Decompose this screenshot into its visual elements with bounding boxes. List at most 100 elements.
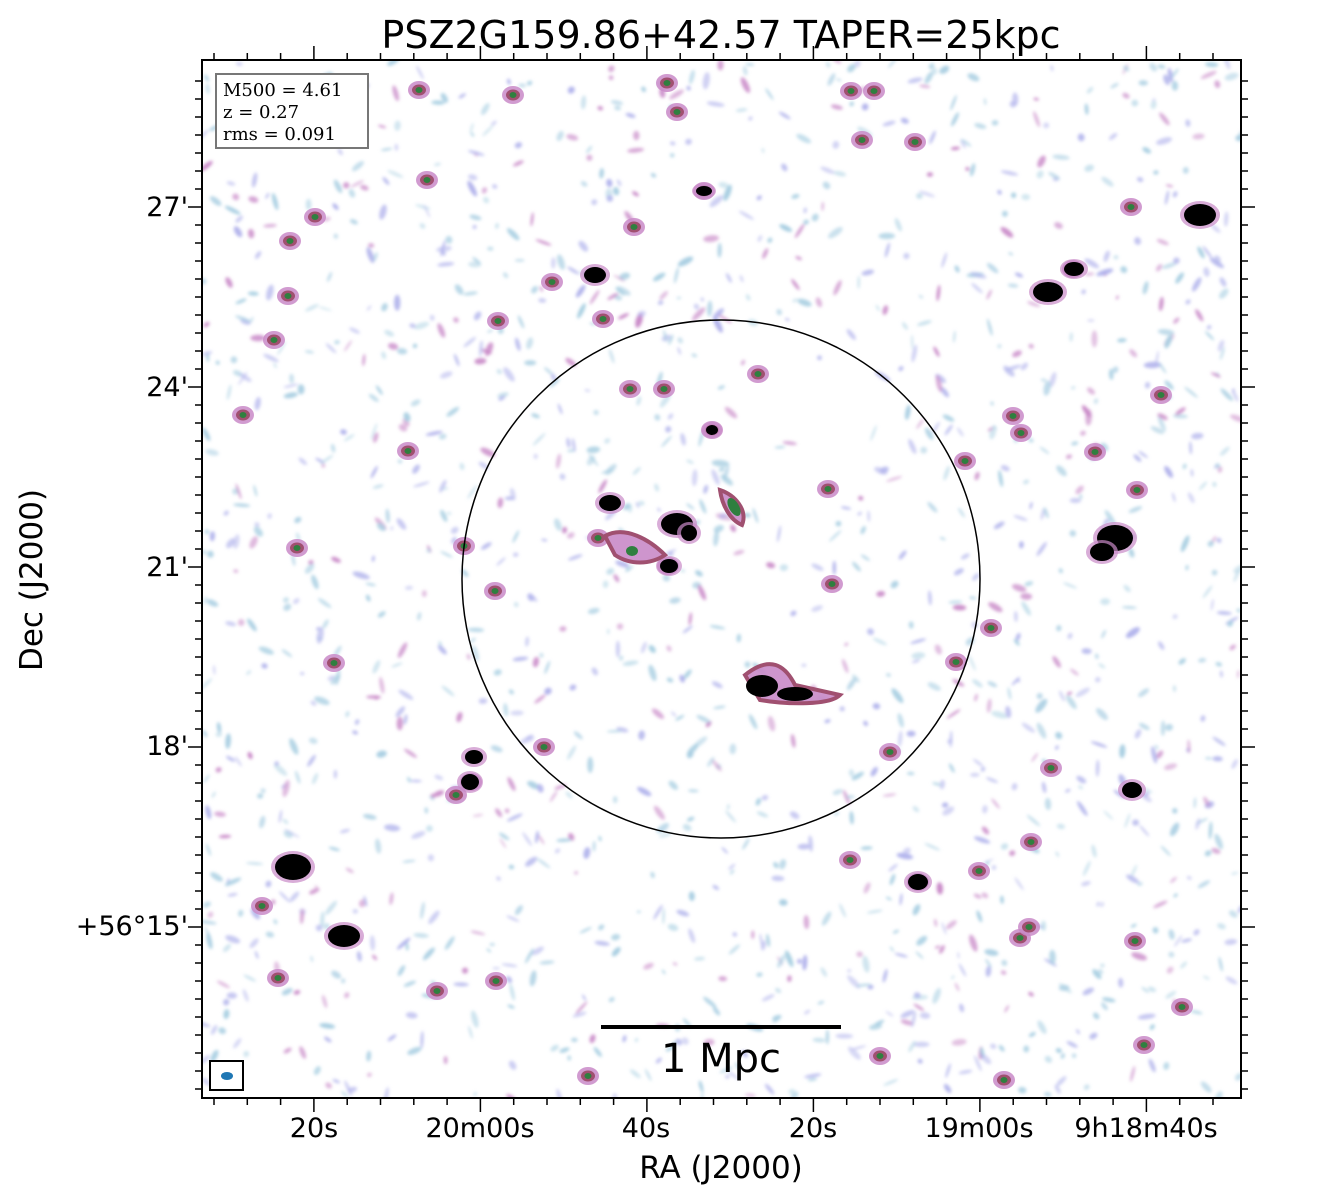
- noise-speck: [1193, 797, 1197, 809]
- noise-speck: [648, 645, 656, 653]
- noise-speck: [515, 337, 521, 351]
- noise-speck: [1198, 481, 1208, 491]
- noise-speck: [939, 65, 950, 74]
- noise-speck: [1193, 929, 1200, 936]
- noise-speck: [676, 909, 690, 917]
- noise-speck: [247, 228, 255, 239]
- noise-speck: [1203, 267, 1210, 277]
- noise-speck: [371, 555, 375, 562]
- noise-speck: [942, 414, 955, 422]
- noise-speck: [254, 396, 261, 411]
- noise-speck: [325, 1082, 332, 1089]
- bright-source: [1033, 282, 1063, 302]
- source-core: [1016, 935, 1024, 941]
- noise-speck: [866, 628, 875, 636]
- noise-speck: [225, 277, 233, 288]
- noise-speck: [729, 743, 737, 755]
- noise-speck: [1066, 691, 1073, 696]
- noise-speck: [943, 1083, 952, 1094]
- noise-speck: [312, 772, 319, 785]
- noise-speck: [481, 102, 490, 116]
- noise-speck: [1128, 547, 1135, 558]
- noise-speck: [824, 719, 831, 724]
- noise-speck: [803, 915, 810, 930]
- noise-speck: [835, 1033, 854, 1039]
- noise-speck: [486, 948, 492, 953]
- noise-speck: [997, 344, 1002, 349]
- plot-frame: [201, 59, 1242, 1099]
- noise-speck: [446, 512, 452, 515]
- noise-speck: [1100, 963, 1105, 968]
- noise-speck: [943, 465, 950, 481]
- noise-speck: [496, 876, 501, 881]
- noise-speck: [636, 910, 641, 913]
- noise-speck: [1126, 874, 1140, 884]
- noise-speck: [1119, 744, 1126, 759]
- noise-speck: [365, 594, 371, 602]
- noise-speck: [1036, 170, 1044, 179]
- noise-speck: [568, 554, 583, 561]
- noise-speck: [1173, 317, 1180, 324]
- noise-speck: [896, 852, 914, 860]
- noise-speck: [939, 779, 945, 790]
- noise-speck: [1108, 132, 1118, 141]
- noise-speck: [882, 120, 896, 127]
- noise-speck: [274, 761, 279, 766]
- noise-speck: [640, 641, 647, 654]
- noise-speck: [667, 923, 679, 931]
- noise-speck: [1128, 506, 1143, 513]
- noise-speck: [438, 640, 442, 647]
- noise-speck: [874, 466, 888, 475]
- noise-speck: [1200, 1081, 1212, 1093]
- noise-speck: [206, 932, 213, 950]
- noise-speck: [918, 294, 924, 299]
- noise-speck: [332, 203, 339, 210]
- noise-speck: [894, 953, 908, 958]
- noise-speck: [779, 899, 788, 906]
- noise-speck: [1224, 939, 1238, 945]
- noise-speck: [496, 368, 502, 375]
- noise-speck: [414, 321, 430, 330]
- noise-speck: [562, 526, 568, 534]
- noise-speck: [469, 214, 482, 221]
- noise-speck: [915, 951, 924, 959]
- noise-speck: [557, 254, 565, 270]
- noise-speck: [375, 838, 382, 854]
- noise-speck: [1015, 632, 1021, 642]
- noise-speck: [1112, 366, 1119, 374]
- noise-speck: [575, 284, 586, 298]
- figure-title: PSZ2G159.86+42.57 TAPER=25kpc: [381, 13, 1060, 57]
- noise-speck: [1013, 515, 1028, 521]
- noise-speck: [495, 808, 503, 818]
- noise-speck: [439, 371, 453, 379]
- noise-speck: [507, 1004, 515, 1009]
- noise-speck: [942, 806, 955, 816]
- source-core: [663, 80, 671, 86]
- noise-speck: [379, 204, 387, 220]
- noise-speck: [1003, 365, 1015, 377]
- noise-speck: [263, 223, 277, 228]
- noise-speck: [846, 329, 856, 340]
- noise-speck: [912, 904, 921, 916]
- noise-speck: [467, 180, 478, 197]
- info-box: M500 = 4.61 z = 0.27 rms = 0.091: [215, 73, 369, 149]
- noise-speck: [567, 1055, 572, 1061]
- noise-speck: [1041, 920, 1047, 931]
- noise-speck: [777, 525, 781, 543]
- noise-speck: [734, 1062, 741, 1071]
- noise-speck: [344, 340, 352, 352]
- source-core: [1000, 1077, 1008, 1083]
- noise-speck: [911, 334, 914, 350]
- noise-speck: [897, 713, 904, 728]
- noise-speck: [745, 294, 751, 301]
- noise-speck: [1212, 481, 1217, 487]
- noise-speck: [433, 790, 445, 797]
- noise-speck: [304, 350, 314, 354]
- noise-speck: [539, 960, 555, 965]
- noise-speck: [1217, 923, 1226, 930]
- noise-speck: [366, 305, 372, 311]
- noise-speck: [363, 895, 368, 907]
- noise-speck: [373, 252, 378, 262]
- noise-speck: [283, 392, 298, 399]
- noise-speck: [1120, 266, 1128, 274]
